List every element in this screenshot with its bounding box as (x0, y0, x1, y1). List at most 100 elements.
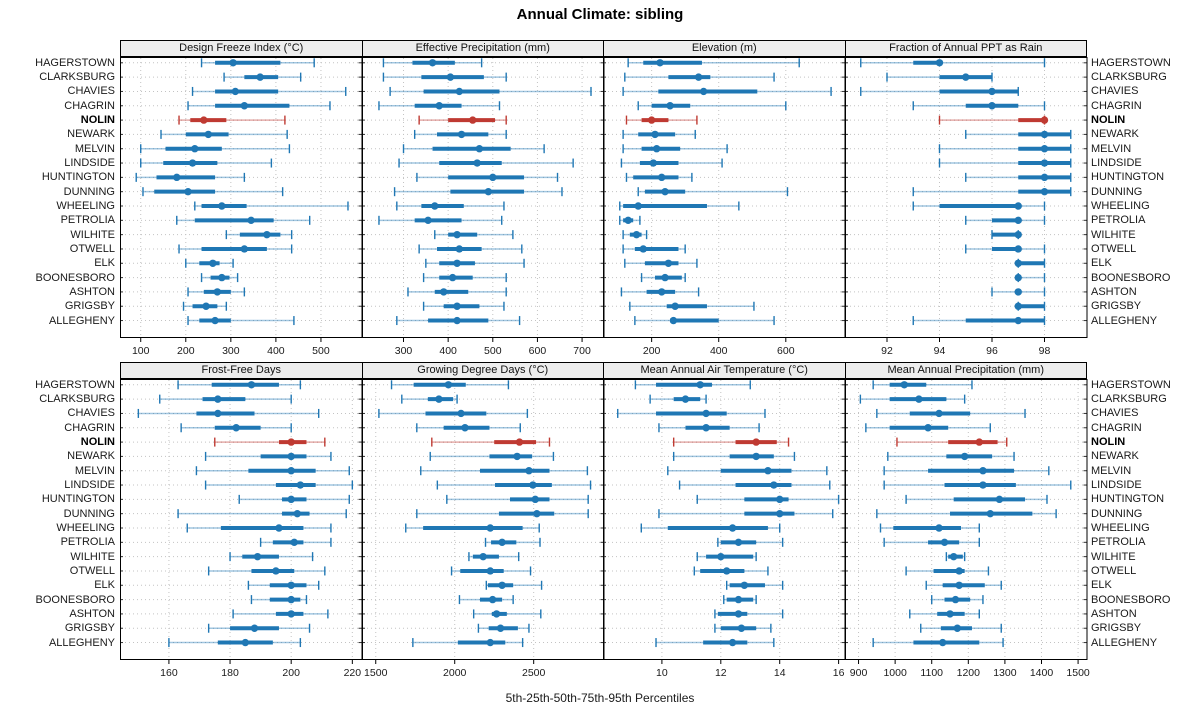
percentile-row-chagrin (377, 101, 500, 111)
percentile-row-nolin (672, 437, 790, 447)
svg-text:1500: 1500 (364, 667, 388, 679)
percentile-row-clarksburg (859, 394, 965, 404)
station-label-right-otwell: OTWELL (1091, 242, 1137, 255)
percentile-row-boonesboro (640, 273, 686, 283)
percentile-row-chavies (859, 86, 1019, 96)
svg-text:1100: 1100 (920, 667, 943, 679)
station-label-left-petrolia: PETROLIA (60, 536, 115, 549)
station-label-left-otwell: OTWELL (69, 564, 115, 577)
panel-plot-design-freeze-index-c: 100 200 300 400 500 (120, 57, 363, 357)
station-label-right-hagerstown: HAGERSTOWN (1091, 56, 1171, 69)
station-label-right-wheeling: WHEELING (1091, 522, 1150, 534)
percentile-row-boonesboro (200, 273, 239, 283)
percentile-row-wheeling (912, 201, 1045, 211)
percentile-row-melvin (938, 144, 1071, 154)
percentile-row-wheeling (186, 523, 332, 533)
percentile-row-dunning (393, 187, 563, 197)
station-label-left-melvin: MELVIN (74, 142, 115, 155)
percentile-row-lindside (882, 480, 1071, 490)
percentile-row-elk (247, 580, 320, 590)
panel-header-frost-free-days: Frost-Free Days (120, 362, 363, 379)
percentile-row-newark (886, 451, 1015, 461)
station-label-left-lindside: LINDSIDE (64, 479, 115, 492)
station-label-right-melvin: MELVIN (1091, 142, 1132, 155)
percentile-row-wheeling (404, 523, 540, 533)
percentile-row-petrolia (176, 215, 311, 225)
station-label-left-ashton: ASHTON (69, 285, 115, 298)
station-label-right-allegheny: ALLEGHENY (1091, 314, 1158, 327)
station-label-right-wheeling: WHEELING (1091, 200, 1150, 212)
svg-text:92: 92 (881, 345, 893, 357)
percentile-row-petrolia (377, 215, 502, 225)
svg-text:220: 220 (344, 667, 362, 679)
percentile-row-nolin (625, 115, 698, 125)
station-label-left-newark: NEWARK (67, 450, 115, 463)
svg-text:600: 600 (777, 345, 795, 357)
svg-text:400: 400 (439, 345, 457, 357)
station-label-left-allegheny: ALLEGHENY (48, 636, 115, 649)
percentile-row-lindside (204, 480, 354, 490)
percentile-row-melvin (882, 466, 1050, 476)
percentile-row-ashton (714, 609, 784, 619)
percentile-row-wilhite (225, 230, 293, 240)
station-label-right-nolin: NOLIN (1091, 114, 1126, 127)
percentile-row-hagerstown (634, 380, 751, 390)
percentile-row-elk (725, 580, 784, 590)
percentile-row-boonesboro (1014, 273, 1045, 283)
percentile-row-clarksburg (382, 72, 507, 82)
percentile-row-allegheny (168, 638, 302, 648)
svg-text:1400: 1400 (1029, 667, 1053, 679)
station-label-right-chavies: CHAVIES (1091, 85, 1139, 98)
percentile-row-newark (413, 129, 507, 139)
percentile-row-melvin (402, 144, 545, 154)
station-label-left-dunning: DUNNING (63, 507, 115, 520)
percentile-row-elk (925, 580, 1002, 590)
station-label-right-grigsby: GRIGSBY (1091, 300, 1142, 313)
percentile-row-wilhite (622, 230, 648, 240)
svg-text:10: 10 (656, 667, 668, 679)
panel-header-growing-degree-days-c: Growing Degree Days (°C) (361, 362, 604, 379)
station-label-left-huntington: HUNTINGTON (41, 171, 115, 184)
percentile-row-wilhite (990, 230, 1022, 240)
percentile-row-petrolia (717, 537, 784, 547)
percentile-row-elk (185, 258, 234, 268)
svg-text:98: 98 (1038, 345, 1050, 357)
percentile-row-boonesboro (458, 595, 514, 605)
percentile-row-boonesboro (250, 595, 308, 605)
percentile-row-clarksburg (400, 394, 458, 404)
percentile-row-newark (672, 451, 796, 461)
station-label-right-clarksburg: CLARKSBURG (1091, 71, 1167, 84)
station-label-left-wilhite: WILHITE (70, 228, 115, 241)
percentiles-caption: 5th-25th-50th-75th-95th Percentiles (505, 691, 695, 705)
percentile-row-huntington (696, 494, 840, 504)
station-label-left-grigsby: GRIGSBY (64, 300, 115, 313)
percentile-row-allegheny (655, 638, 775, 648)
percentile-row-lindside (678, 480, 831, 490)
percentile-row-huntington (415, 172, 558, 182)
station-label-left-clarksburg: CLARKSBURG (39, 71, 115, 84)
percentile-row-huntington (964, 172, 1071, 182)
station-label-left-elk: ELK (94, 579, 115, 592)
percentile-row-otwell (622, 244, 686, 254)
station-label-right-chavies: CHAVIES (1091, 407, 1139, 420)
percentile-row-nolin (430, 437, 550, 447)
percentile-row-clarksburg (885, 72, 993, 82)
station-label-left-hagerstown: HAGERSTOWN (35, 56, 115, 69)
station-label-left-wheeling: WHEELING (56, 200, 115, 212)
panel-plot-fraction-of-annual-ppt-as-rain: 92 94 96 98 (844, 57, 1087, 357)
percentile-row-clarksburg (624, 72, 775, 82)
panel-plot-effective-precipitation-mm: 300 400 500 600 700 (361, 57, 604, 357)
percentile-row-chagrin (415, 423, 521, 433)
station-label-left-chavies: CHAVIES (67, 85, 115, 98)
percentile-row-grigsby (207, 623, 311, 633)
svg-text:200: 200 (643, 345, 661, 357)
percentile-row-wilhite (433, 230, 514, 240)
percentile-row-hagerstown (871, 380, 973, 390)
percentile-row-otwell (904, 566, 989, 576)
percentile-row-chavies (875, 408, 1026, 418)
percentile-row-grigsby (1014, 301, 1045, 311)
percentile-row-newark (429, 451, 554, 461)
percentile-row-otwell (207, 566, 326, 576)
svg-text:600: 600 (528, 345, 546, 357)
